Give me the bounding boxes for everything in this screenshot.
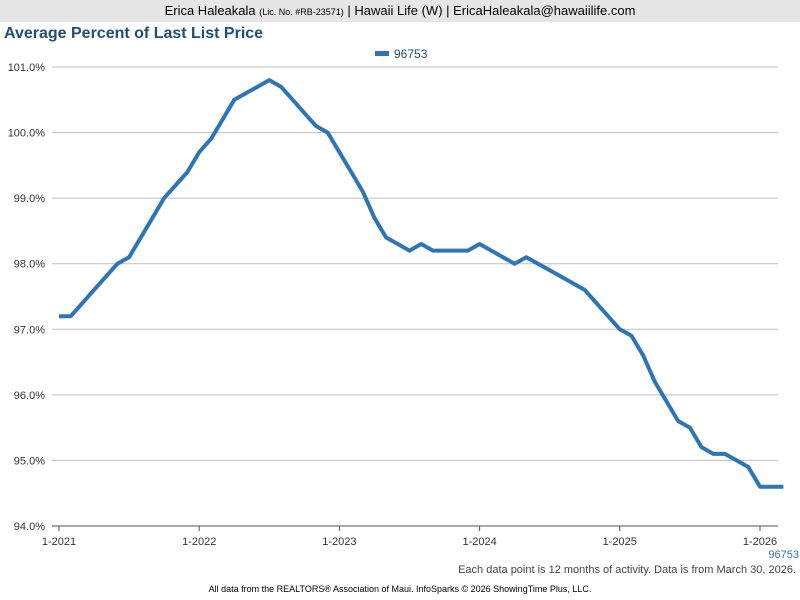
agent-header-bar: Erica Haleakala (Lic. No. #RB-23571) | H… <box>0 0 800 22</box>
x-tick-label: 1-2022 <box>182 536 216 548</box>
legend: 96753 <box>375 47 428 61</box>
x-axis: 1-2021 1-2022 1-2023 1-2024 1-2025 1-20269675… <box>42 525 799 561</box>
y-tick-label: 97.0% <box>14 324 45 336</box>
series-end-label: 96753 <box>768 549 799 561</box>
y-tick-label: 95.0% <box>14 455 45 467</box>
x-tick-label: 1-2024 <box>462 536 496 548</box>
footer-credit: All data from the REALTORS® Association … <box>208 584 592 594</box>
y-tick-label: 96.0% <box>14 390 45 402</box>
y-axis-tick-labels: 94.0% 95.0% 96.0% 97.0% 98.0% 99.0% 100.0% 101.… <box>8 62 46 533</box>
x-tick-label: 1-2025 <box>603 536 637 548</box>
x-tick-label: 1-2021 <box>42 536 76 548</box>
y-tick-label: 94.0% <box>14 521 45 533</box>
legend-label: 96753 <box>394 47 428 61</box>
legend-swatch <box>375 51 389 56</box>
chart-title: Average Percent of Last List Price <box>4 25 264 42</box>
series-line-96753 <box>59 78 784 489</box>
y-tick-label: 100.0% <box>8 128 46 140</box>
agent-license: (Lic. No. #RB-23571) <box>259 7 344 17</box>
y-tick-label: 99.0% <box>14 193 45 205</box>
x-tick-label: 1-2023 <box>322 536 356 548</box>
series-lines <box>59 78 784 489</box>
footnote: Each data point is 12 months of activity… <box>458 564 796 576</box>
y-tick-label: 98.0% <box>14 259 45 271</box>
y-tick-label: 101.0% <box>8 62 46 74</box>
x-tick-label: 1-2026 <box>743 536 777 548</box>
agent-contact: | Hawaii Life (W) | EricaHaleakala@hawai… <box>347 3 636 18</box>
agent-name: Erica Haleakala <box>164 3 256 18</box>
grid-lines <box>52 66 778 527</box>
